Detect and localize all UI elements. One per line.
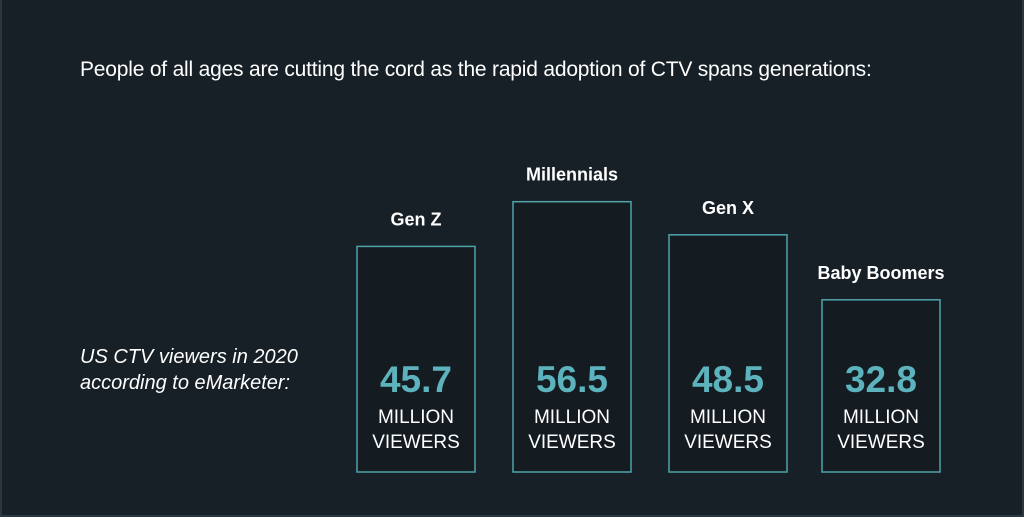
bar-3: [821, 299, 941, 473]
category-label-1: Millennials: [526, 165, 618, 185]
value-label-0: 45.7: [380, 359, 452, 400]
bar-group-1: Millennials 56.5 MILLION VIEWERS: [512, 165, 632, 473]
bar-group-2: Gen X 48.5 MILLION VIEWERS: [668, 198, 788, 473]
unit-label-viewers-0: VIEWERS: [372, 432, 460, 453]
unit-label-million-3: MILLION: [843, 407, 919, 428]
chart-caption: US CTV viewers in 2020 according to eMar…: [80, 344, 320, 396]
unit-label-viewers-3: VIEWERS: [837, 432, 925, 453]
bar-group-3: Baby Boomers 32.8 MILLION VIEWERS: [817, 263, 945, 473]
bar-group-0: Gen Z 45.7 MILLION VIEWERS: [356, 209, 476, 473]
value-label-2: 48.5: [692, 359, 764, 400]
category-label-3: Baby Boomers: [817, 263, 944, 283]
bar-0: [356, 245, 476, 473]
bar-1: [512, 200, 632, 473]
value-label-3: 32.8: [845, 359, 917, 400]
unit-label-million-2: MILLION: [690, 407, 766, 428]
category-label-2: Gen X: [702, 198, 754, 218]
unit-label-viewers-1: VIEWERS: [528, 432, 616, 453]
bar-2: [668, 234, 788, 473]
value-label-1: 56.5: [536, 359, 608, 400]
unit-label-million-1: MILLION: [534, 407, 610, 428]
category-label-0: Gen Z: [390, 209, 441, 229]
unit-label-million-0: MILLION: [378, 407, 454, 428]
caption-line-2: according to eMarketer:: [80, 372, 291, 394]
chart-title: People of all ages are cutting the cord …: [80, 58, 872, 81]
caption-line-1: US CTV viewers in 2020: [80, 346, 298, 368]
unit-label-viewers-2: VIEWERS: [684, 432, 772, 453]
